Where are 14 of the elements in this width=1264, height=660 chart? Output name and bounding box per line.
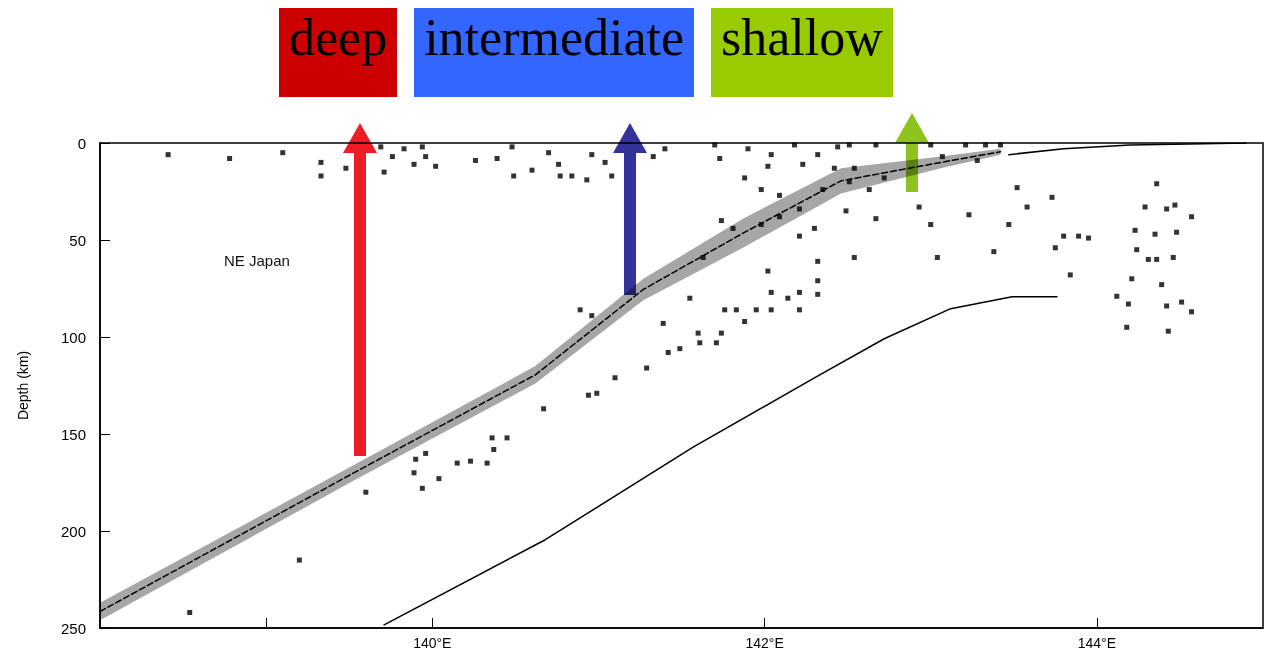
text: intermediate — [414, 8, 695, 97]
y-tick-label: 250 — [60, 619, 86, 637]
y-tick-label: 200 — [60, 522, 86, 540]
x-tick-label: 140°E — [413, 635, 452, 651]
y-tick-label: 50 — [69, 231, 86, 249]
text: shallow — [711, 8, 893, 97]
y-tick-label: 0 — [77, 134, 86, 152]
y-tick-label: 100 — [60, 328, 86, 346]
y-tick-label: 150 — [60, 425, 86, 443]
y-axis-title: Depth (km) — [15, 350, 31, 421]
x-tick-label: 142°E — [745, 635, 784, 651]
text: deep — [279, 8, 398, 97]
x-tick-label: 144°E — [1077, 635, 1117, 651]
annotation: NE Japan — [224, 252, 290, 269]
